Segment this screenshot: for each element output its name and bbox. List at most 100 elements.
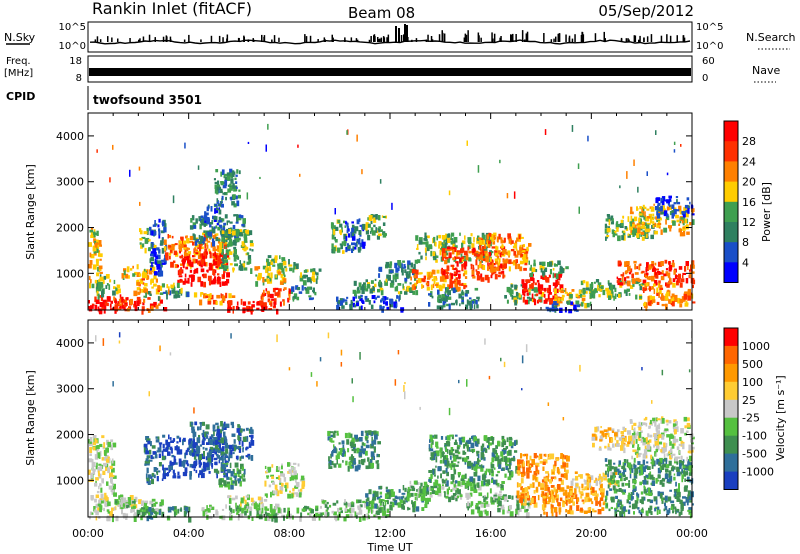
heatmap-cell <box>489 488 492 494</box>
heatmap-cell <box>640 233 643 237</box>
heatmap-cell <box>673 207 677 210</box>
heatmap-cell <box>508 289 512 294</box>
heatmap-cell <box>235 221 239 224</box>
heatmap-cell <box>545 482 548 486</box>
heatmap-cell <box>121 304 125 309</box>
heatmap-cell <box>342 298 345 303</box>
heatmap-cell <box>243 237 248 242</box>
heatmap-cell <box>209 222 212 228</box>
heatmap-cell <box>273 303 276 308</box>
heatmap-cell <box>488 232 491 236</box>
heatmap-cell <box>629 225 633 231</box>
heatmap-cell <box>184 452 187 459</box>
heatmap-cell <box>341 227 343 231</box>
heatmap-cell <box>246 435 249 442</box>
heatmap-cell <box>172 438 176 442</box>
heatmap-cell <box>171 463 175 466</box>
heatmap-cell <box>514 299 518 306</box>
heatmap-cell <box>351 233 354 238</box>
heatmap-cell <box>586 302 590 308</box>
heatmap-cell <box>451 239 454 245</box>
heatmap-cell <box>139 201 141 206</box>
heatmap-cell <box>214 444 218 450</box>
heatmap-cell <box>486 241 489 247</box>
colorbar-segment <box>724 181 738 203</box>
heatmap-cell <box>661 295 665 301</box>
heatmap-cell <box>94 240 97 245</box>
heatmap-cell <box>277 291 280 295</box>
heatmap-cell <box>220 437 225 444</box>
heatmap-cell <box>633 216 636 221</box>
heatmap-cell <box>395 267 399 273</box>
heatmap-cell <box>207 218 210 225</box>
heatmap-cell <box>516 250 520 256</box>
nsky-spike <box>170 39 172 42</box>
heatmap-cell <box>627 233 630 236</box>
heatmap-cell <box>670 298 673 303</box>
heatmap-cell <box>641 224 645 229</box>
heatmap-cell <box>220 451 225 456</box>
heatmap-cell <box>240 215 244 219</box>
heatmap-cell <box>490 264 493 271</box>
heatmap-cell <box>571 289 575 292</box>
heatmap-cell <box>441 257 445 261</box>
heatmap-cell <box>460 253 463 259</box>
heatmap-cell <box>168 468 170 473</box>
heatmap-cell <box>279 281 284 285</box>
heatmap-cell <box>358 295 362 299</box>
heatmap-cell <box>306 277 311 283</box>
heatmap-cell <box>194 240 198 246</box>
heatmap-cell <box>150 441 152 447</box>
heatmap-cell <box>197 165 200 170</box>
heatmap-cell <box>521 503 525 509</box>
heatmap-cell <box>219 252 223 257</box>
heatmap-cell <box>345 247 348 253</box>
heatmap-cell <box>448 486 450 490</box>
heatmap-cell <box>232 225 236 229</box>
heatmap-cell <box>484 448 488 453</box>
heatmap-cell <box>385 278 388 283</box>
heatmap-cell <box>438 241 442 246</box>
heatmap-cell <box>473 461 476 467</box>
heatmap-cell <box>213 468 218 473</box>
heatmap-cell <box>215 169 219 173</box>
heatmap-cell <box>373 446 376 453</box>
heatmap-cell <box>493 494 497 497</box>
heatmap-cell <box>201 253 204 256</box>
heatmap-cell <box>106 302 109 307</box>
heatmap-cell <box>610 287 613 293</box>
heatmap-cell <box>231 447 235 452</box>
colorbar-segment <box>724 262 738 283</box>
heatmap-cell <box>134 271 138 275</box>
heatmap-cell <box>92 442 96 446</box>
heatmap-cell <box>96 290 99 296</box>
heatmap-cell <box>204 251 208 255</box>
heatmap-cell <box>630 215 633 222</box>
heatmap-cell <box>166 472 169 477</box>
heatmap-cell <box>154 251 157 258</box>
heatmap-cell <box>328 459 332 466</box>
heatmap-cell <box>350 508 355 513</box>
heatmap-cell <box>358 516 362 522</box>
heatmap-cell <box>98 295 102 298</box>
heatmap-cell <box>606 292 610 298</box>
heatmap-cell <box>225 448 229 454</box>
heatmap-cell <box>497 482 500 487</box>
heatmap-cell <box>451 434 454 440</box>
heatmap-cell <box>106 509 110 512</box>
heatmap-cell <box>403 264 406 269</box>
heatmap-cell <box>160 240 164 246</box>
heatmap-cell <box>108 485 113 490</box>
heatmap-cell <box>523 502 527 506</box>
heatmap-cell <box>246 305 250 312</box>
heatmap-cell <box>222 253 224 258</box>
heatmap-cell <box>529 272 533 278</box>
heatmap-cell <box>236 468 239 474</box>
heatmap-cell <box>494 455 497 462</box>
heatmap-cell <box>397 502 402 508</box>
heatmap-cell <box>279 255 281 260</box>
heatmap-cell <box>490 496 492 502</box>
heatmap-cell <box>287 511 290 517</box>
heatmap-cell <box>125 273 129 279</box>
heatmap-cell <box>201 237 206 242</box>
